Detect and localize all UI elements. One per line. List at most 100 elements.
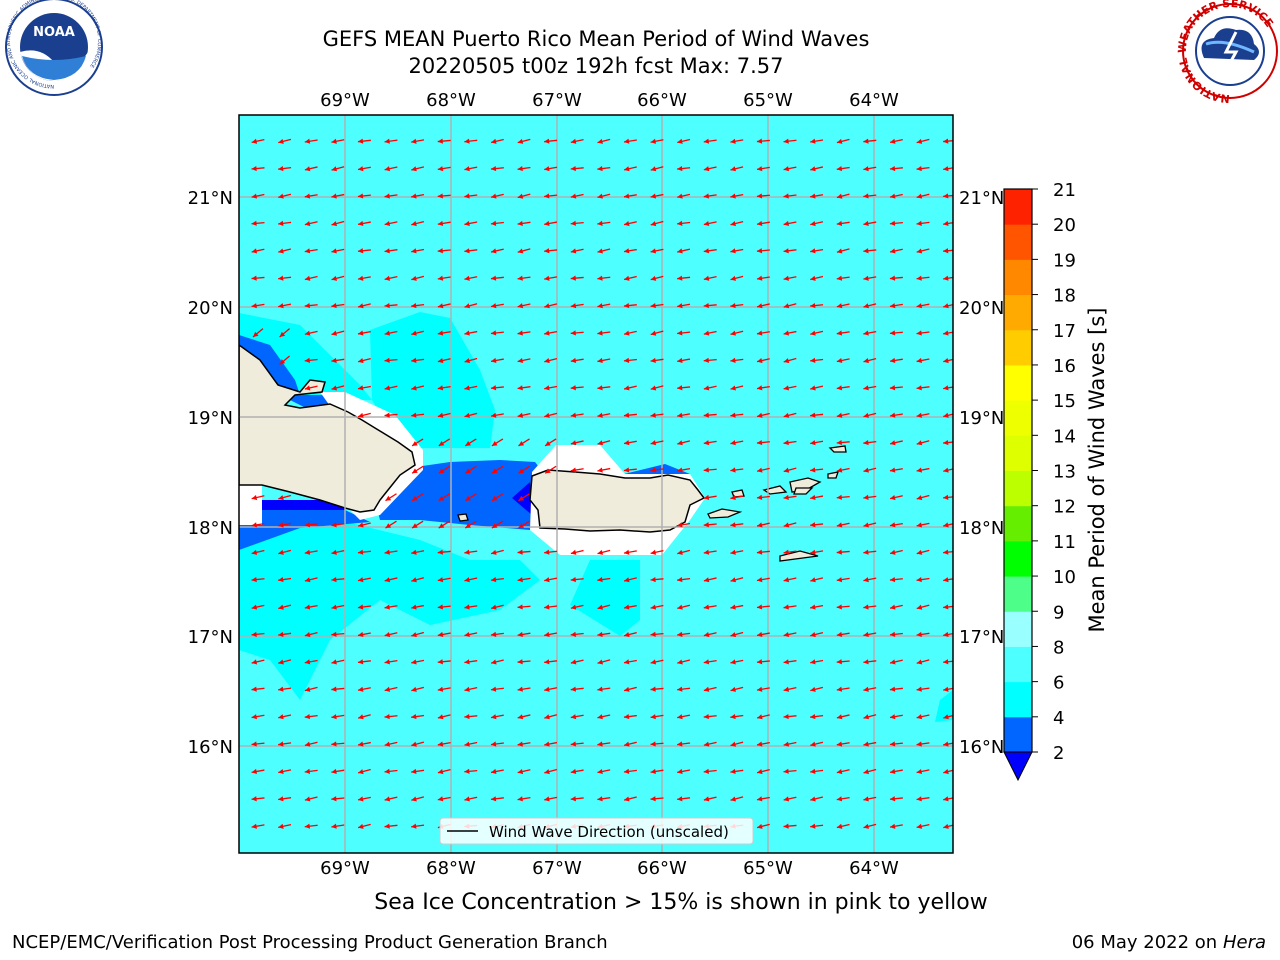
- wave-direction-arrow: [384, 220, 398, 227]
- wave-direction-arrow: [889, 576, 903, 583]
- wave-direction-arrow: [650, 248, 664, 254]
- wave-direction-arrow: [863, 659, 877, 665]
- wave-direction-arrow: [570, 303, 584, 309]
- wave-direction-arrow: [251, 768, 265, 775]
- wave-direction-arrow: [863, 138, 877, 144]
- wave-direction-arrow: [650, 357, 664, 363]
- wave-direction-arrow: [916, 220, 930, 226]
- wave-direction-arrow: [357, 166, 371, 172]
- wave-direction-arrow: [331, 659, 345, 665]
- wave-direction-arrow: [730, 631, 744, 638]
- wave-direction-arrow: [836, 248, 850, 254]
- wave-direction-arrow: [943, 769, 953, 775]
- wave-direction-arrow: [650, 686, 664, 692]
- wave-direction-arrow: [783, 275, 797, 281]
- wave-direction-arrow: [863, 549, 877, 555]
- wave-direction-arrow: [570, 768, 584, 775]
- wave-direction-arrow: [597, 412, 611, 418]
- wave-direction-arrow: [677, 522, 691, 528]
- wave-direction-arrow: [411, 138, 425, 144]
- lon-label-bottom: 69°W: [320, 858, 370, 879]
- wave-direction-arrow: [490, 275, 504, 281]
- wave-direction-arrow: [331, 823, 345, 829]
- wave-direction-arrow: [490, 248, 504, 254]
- wave-direction-arrow: [544, 166, 558, 172]
- wave-direction-arrow: [490, 577, 504, 583]
- wave-direction-arrow: [836, 522, 850, 528]
- wave-direction-arrow: [650, 631, 664, 637]
- wave-direction-arrow: [756, 714, 770, 720]
- wave-direction-arrow: [623, 549, 637, 555]
- wave-direction-arrow: [331, 193, 345, 199]
- wave-direction-arrow: [517, 193, 531, 199]
- wave-direction-arrow: [518, 493, 530, 502]
- lat-labels-left: 21°N 20°N 19°N 18°N 17°N 16°N: [188, 188, 233, 758]
- title-line-1: GEFS MEAN Puerto Rico Mean Period of Win…: [322, 27, 870, 51]
- wave-direction-arrow: [863, 248, 877, 254]
- wave-direction-arrow: [623, 577, 637, 583]
- wave-direction-arrow: [863, 823, 877, 829]
- wave-direction-arrow: [304, 193, 318, 199]
- wave-direction-arrow: [491, 438, 504, 447]
- wave-direction-arrow: [730, 549, 744, 555]
- wave-direction-arrow: [544, 330, 558, 336]
- wave-direction-arrow: [251, 659, 265, 665]
- wave-direction-arrow: [357, 659, 371, 665]
- wave-direction-arrow: [464, 330, 478, 336]
- wave-direction-arrow: [943, 494, 953, 500]
- wave-direction-arrow: [623, 221, 637, 227]
- wave-direction-arrow: [810, 357, 824, 363]
- wave-direction-arrow: [810, 467, 824, 473]
- wave-direction-arrow: [384, 741, 398, 747]
- wave-direction-arrow: [623, 467, 637, 473]
- wave-direction-arrow: [357, 604, 371, 610]
- wave-direction-arrow: [517, 714, 531, 720]
- colorbar-tick-label: 18: [1053, 286, 1076, 307]
- wave-direction-arrow: [570, 248, 584, 254]
- wave-direction-arrow: [517, 659, 531, 665]
- wave-direction-arrow: [437, 577, 451, 583]
- wave-direction-arrow: [889, 631, 903, 637]
- wave-direction-arrow: [650, 768, 664, 775]
- colorbar-tick-label: 11: [1053, 532, 1076, 553]
- wave-direction-arrow: [597, 440, 611, 446]
- wave-direction-arrow: [836, 166, 850, 172]
- wave-direction-arrow: [650, 166, 664, 172]
- wave-direction-arrow: [570, 686, 584, 692]
- colorbar-band: [1004, 646, 1032, 683]
- wave-direction-arrow: [357, 823, 371, 829]
- wave-direction-arrow: [703, 604, 717, 610]
- wave-direction-arrow: [411, 248, 425, 254]
- lat-label-right: 21°N: [959, 188, 1004, 209]
- wave-direction-arrow: [836, 439, 850, 446]
- wave-direction-arrow: [384, 275, 398, 281]
- wave-direction-arrow: [464, 796, 478, 802]
- wave-direction-arrow: [490, 220, 504, 226]
- wave-direction-arrow: [783, 193, 797, 199]
- wave-direction-arrow: [464, 166, 478, 172]
- chart-title: GEFS MEAN Puerto Rico Mean Period of Win…: [200, 26, 992, 80]
- wave-direction-arrow: [756, 686, 770, 692]
- colorbar-tick-label: 15: [1053, 391, 1076, 412]
- wave-direction-arrow: [384, 248, 398, 254]
- colorbar-band: [1004, 681, 1032, 718]
- wave-direction-arrow: [623, 796, 637, 802]
- wave-direction-arrow: [916, 275, 930, 281]
- wave-direction-arrow: [518, 465, 530, 474]
- wave-direction-arrow: [278, 714, 292, 720]
- wave-direction-arrow: [597, 138, 611, 144]
- wave-direction-arrow: [331, 220, 345, 227]
- wave-direction-arrow: [411, 493, 424, 502]
- wave-direction-arrow: [703, 467, 717, 473]
- wave-direction-arrow: [703, 768, 717, 774]
- wave-direction-arrow: [278, 796, 292, 802]
- wave-direction-arrow: [464, 631, 478, 638]
- wave-direction-arrow: [491, 493, 504, 502]
- wave-direction-arrow: [251, 248, 265, 254]
- wave-direction-arrow: [889, 275, 903, 281]
- wave-direction-arrow: [517, 741, 531, 747]
- colorbar-band: [1004, 329, 1032, 366]
- wave-direction-arrow: [597, 385, 611, 391]
- wave-direction-arrow: [756, 193, 770, 199]
- wave-direction-arrow: [357, 686, 371, 692]
